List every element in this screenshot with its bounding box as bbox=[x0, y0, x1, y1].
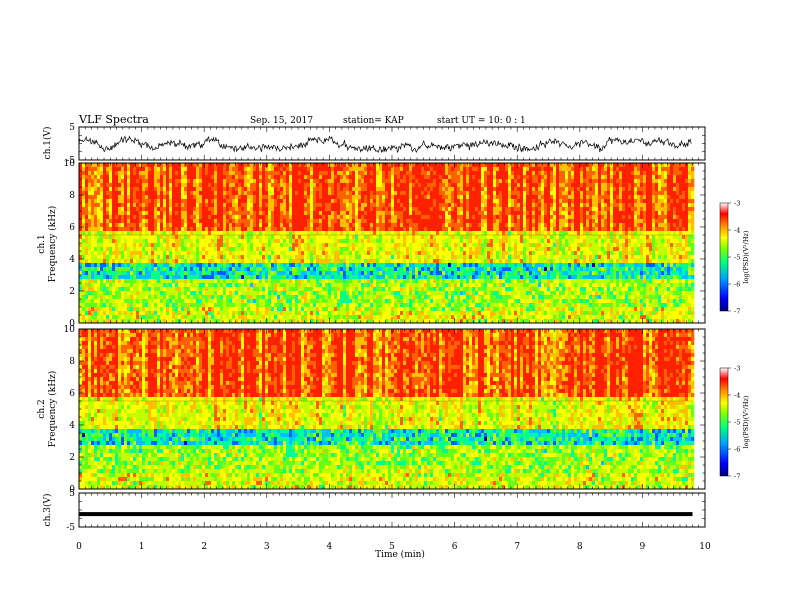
x-tick-label: 8 bbox=[577, 542, 583, 552]
figure-start-time: start UT = 10: 0 : 1 bbox=[437, 116, 526, 126]
ch1-spec-ylabel-freq: Frequency (kHz) bbox=[47, 206, 58, 283]
x-tick-label: 4 bbox=[327, 542, 333, 552]
y-tick-label: 4 bbox=[69, 255, 75, 265]
ch2-spec-ylabel-channel: ch.2 bbox=[37, 399, 47, 418]
ch3-ylabel: ch.3(V) bbox=[42, 494, 53, 527]
figure-station: station= KAP bbox=[343, 116, 404, 126]
y-tick-label: 5 bbox=[69, 123, 75, 133]
y-tick-label: 6 bbox=[69, 389, 75, 399]
ch3-waveform-line bbox=[79, 512, 693, 517]
y-tick-label: 6 bbox=[69, 223, 75, 233]
ch2-colorbar: -3 -4 -5 -6 -7 bbox=[719, 365, 740, 481]
colorbar-tick-label: -5 bbox=[734, 254, 740, 262]
x-tick-label: 7 bbox=[514, 542, 520, 552]
y-tick-label: 0 bbox=[69, 319, 75, 329]
y-tick-label: 8 bbox=[69, 191, 75, 201]
y-tick-label: 5 bbox=[69, 489, 75, 499]
colorbar-tick-label: -3 bbox=[734, 365, 740, 373]
x-tick-label: 10 bbox=[699, 542, 711, 552]
colorbar-tick-label: -7 bbox=[734, 308, 740, 316]
y-tick-label: 2 bbox=[69, 287, 75, 297]
figure-title: VLF Spectra bbox=[78, 113, 149, 126]
colorbar-tick-label: -5 bbox=[734, 419, 740, 427]
x-tick-label: 6 bbox=[452, 542, 458, 552]
colorbar-tick-label: -6 bbox=[734, 446, 740, 454]
ch1-colorbar-label: log(PSD)(V²/Hz) bbox=[742, 230, 750, 283]
x-tick-label: 2 bbox=[201, 542, 207, 552]
figure-date: Sep. 15, 2017 bbox=[250, 116, 313, 126]
y-tick-label: 10 bbox=[64, 159, 76, 169]
ch1-spec-ylabel-channel: ch.1 bbox=[37, 234, 47, 253]
ch1-colorbar: -3 -4 -5 -6 -7 bbox=[719, 200, 740, 316]
colorbar-tick-label: -6 bbox=[734, 281, 740, 289]
ch1-waveform-line bbox=[78, 135, 692, 154]
ch1-spectrogram-panel bbox=[78, 162, 706, 324]
x-tick-label: 3 bbox=[264, 542, 270, 552]
y-tick-label: 0 bbox=[69, 485, 75, 495]
x-axis-label: Time (min) bbox=[375, 549, 425, 560]
x-tick-label: 0 bbox=[76, 542, 82, 552]
ch3-waveform-panel bbox=[78, 492, 706, 528]
colorbar-tick-label: -7 bbox=[734, 473, 740, 481]
ch2-spec-ylabel-freq: Frequency (kHz) bbox=[47, 371, 58, 448]
y-tick-label: -5 bbox=[66, 523, 75, 533]
x-tick-label: 5 bbox=[389, 542, 395, 552]
y-tick-label: 10 bbox=[64, 325, 76, 335]
y-tick-label: -5 bbox=[66, 156, 75, 166]
colorbar-tick-label: -4 bbox=[734, 392, 740, 400]
colorbar-tick-label: -4 bbox=[734, 227, 740, 235]
ch2-colorbar-label: log(PSD)(V²/Hz) bbox=[742, 395, 750, 448]
ch2-spectrogram-panel bbox=[78, 328, 706, 490]
y-tick-label: 2 bbox=[69, 453, 75, 463]
x-tick-label: 9 bbox=[640, 542, 646, 552]
y-tick-label: 4 bbox=[69, 421, 75, 431]
y-tick-label: 8 bbox=[69, 357, 75, 367]
colorbar-tick-label: -3 bbox=[734, 200, 740, 208]
ch1-ylabel: ch.1(V) bbox=[42, 127, 53, 160]
x-tick-label: 1 bbox=[139, 542, 145, 552]
